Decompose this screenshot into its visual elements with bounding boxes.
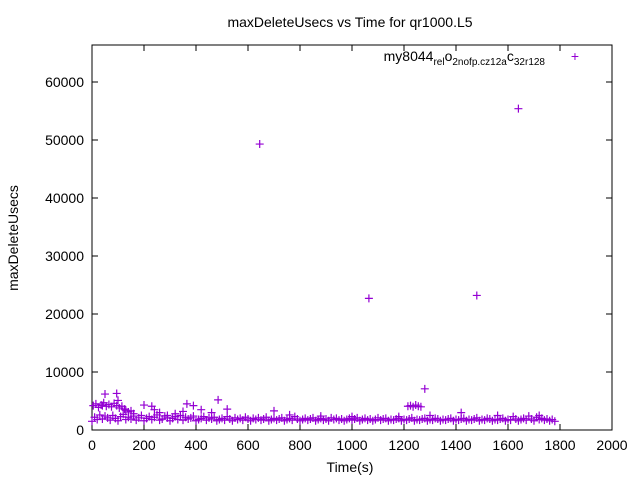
data-point xyxy=(179,407,187,416)
data-point xyxy=(472,291,481,300)
legend-label: my8044relo2nofp.cz12ac32r128 xyxy=(384,48,546,68)
data-point xyxy=(137,411,146,420)
y-tick-label: 10000 xyxy=(45,364,84,380)
y-tick-label: 0 xyxy=(76,422,84,438)
data-point xyxy=(535,411,544,420)
data-point xyxy=(182,399,191,408)
y-axis-label: maxDeleteUsecs xyxy=(5,185,21,291)
data-point xyxy=(114,396,122,405)
data-point xyxy=(457,408,466,417)
data-point xyxy=(98,401,107,410)
data-point xyxy=(140,401,148,410)
x-tick-label: 600 xyxy=(236,437,260,453)
data-point xyxy=(514,104,523,113)
data-point xyxy=(316,412,325,421)
data-point xyxy=(163,411,172,420)
data-point xyxy=(106,416,115,425)
data-point xyxy=(214,395,223,404)
x-tick-label: 1000 xyxy=(336,437,367,453)
x-axis-label: Time(s) xyxy=(327,459,374,475)
data-point xyxy=(155,408,164,417)
x-tick-label: 400 xyxy=(184,437,208,453)
x-tick-label: 1400 xyxy=(440,437,471,453)
data-point xyxy=(207,408,216,417)
x-tick-label: 1600 xyxy=(492,437,523,453)
x-tick-label: 200 xyxy=(132,437,156,453)
data-point xyxy=(270,406,278,415)
data-point xyxy=(95,410,104,419)
data-point xyxy=(416,402,425,411)
data-point xyxy=(550,417,559,426)
x-tick-label: 1200 xyxy=(388,437,419,453)
data-point xyxy=(119,410,128,419)
data-point xyxy=(176,411,185,420)
data-point xyxy=(127,406,135,415)
data-point xyxy=(189,412,198,421)
data-point xyxy=(112,389,121,398)
data-point xyxy=(420,384,429,393)
data-point xyxy=(114,416,122,425)
y-tick-label: 20000 xyxy=(45,306,84,322)
y-tick-label: 30000 xyxy=(45,248,84,264)
data-point xyxy=(88,417,96,426)
data-point xyxy=(189,401,198,410)
data-point xyxy=(223,405,232,414)
data-point xyxy=(364,294,373,303)
data-point xyxy=(150,405,159,414)
data-point xyxy=(522,416,531,425)
data-point xyxy=(426,411,434,420)
data-point xyxy=(493,411,502,420)
x-tick-label: 2000 xyxy=(596,437,627,453)
data-point xyxy=(285,410,294,419)
x-tick-label: 0 xyxy=(88,437,96,453)
y-tick-label: 40000 xyxy=(45,190,84,206)
data-point xyxy=(348,412,356,421)
data-point xyxy=(197,405,206,414)
data-point xyxy=(255,140,264,149)
data-point xyxy=(171,409,180,418)
x-tick-label: 800 xyxy=(288,437,312,453)
x-tick-label: 1800 xyxy=(544,437,575,453)
y-tick-label: 50000 xyxy=(45,132,84,148)
legend: my8044relo2nofp.cz12ac32r128 + xyxy=(384,48,579,68)
plot-frame xyxy=(91,44,613,431)
data-point xyxy=(101,390,109,399)
data-point xyxy=(394,412,403,421)
legend-marker: + xyxy=(571,48,579,64)
chart-title: maxDeleteUsecs vs Time for qr1000.L5 xyxy=(227,14,472,30)
y-tick-label: 60000 xyxy=(45,74,84,90)
